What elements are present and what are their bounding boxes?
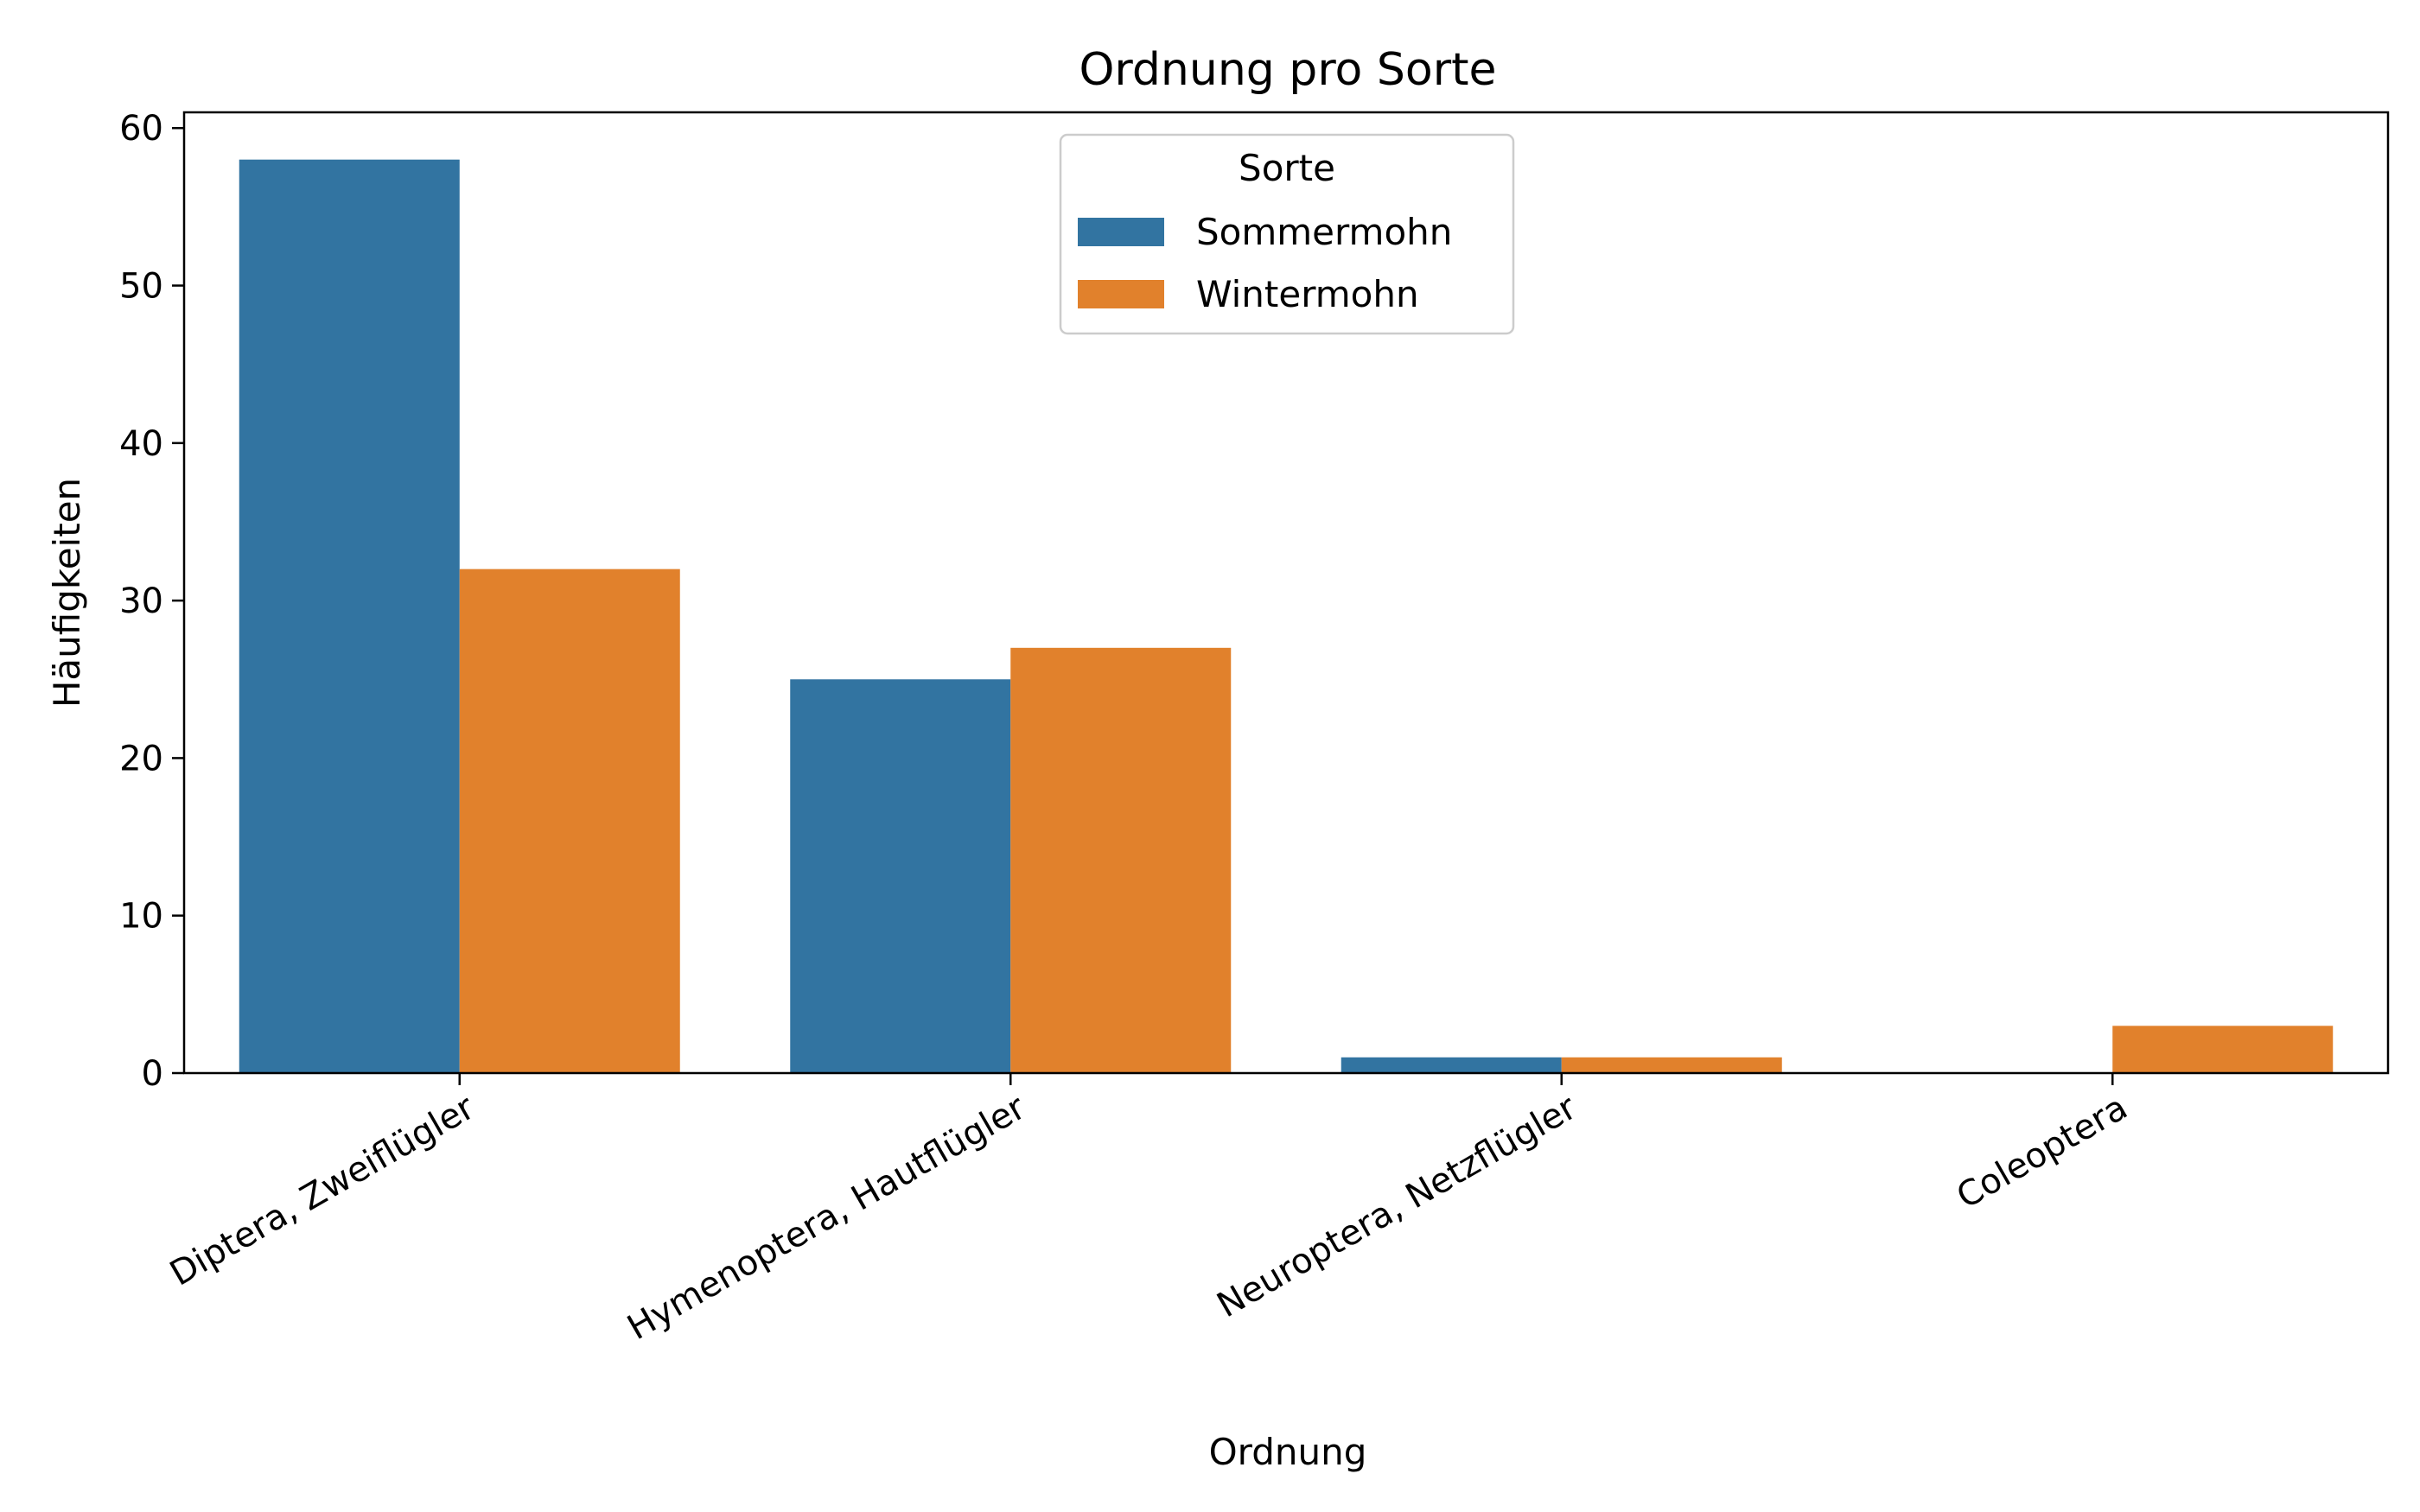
legend-title: Sorte <box>1239 147 1335 189</box>
legend-swatch-wintermohn <box>1078 280 1164 308</box>
x-tick-label: Coleoptera <box>1950 1088 2134 1217</box>
x-axis: Diptera, Zweiflügler Hymenoptera, Hautflü… <box>163 1073 2134 1348</box>
bar-sommermohn-2 <box>1341 1057 1562 1073</box>
bar-sommermohn-1 <box>790 679 1011 1073</box>
x-tick-label: Hymenoptera, Hautflügler <box>621 1088 1032 1349</box>
y-tick-label: 0 <box>142 1054 163 1094</box>
legend-entry-wintermohn: Wintermohn <box>1196 273 1419 315</box>
bar-sommermohn-0 <box>239 159 460 1074</box>
x-axis-label: Ordnung <box>1209 1431 1367 1473</box>
y-axis: 0 10 20 30 40 50 60 <box>119 109 184 1094</box>
x-tick-label: Diptera, Zweiflügler <box>163 1088 481 1294</box>
legend: Sorte Sommermohn Wintermohn <box>1059 133 1515 335</box>
y-tick-label: 60 <box>119 109 163 149</box>
bar-wintermohn-0 <box>459 569 680 1073</box>
y-axis-label: Häufigkeiten <box>46 478 88 708</box>
bar-wintermohn-3 <box>2112 1026 2334 1073</box>
legend-entry-sommermohn: Sommermohn <box>1196 211 1452 253</box>
bar-wintermohn-2 <box>1561 1057 1782 1073</box>
legend-swatch-sommermohn <box>1078 218 1164 246</box>
y-tick-label: 20 <box>119 739 163 778</box>
y-tick-label: 50 <box>119 267 163 307</box>
chart-title: Ordnung pro Sorte <box>1079 44 1497 96</box>
y-tick-label: 10 <box>119 897 163 937</box>
bars-group <box>239 159 2334 1074</box>
y-tick-label: 40 <box>119 424 163 464</box>
plot-frame <box>182 111 2390 1075</box>
bar-wintermohn-1 <box>1010 647 1232 1073</box>
y-tick-label: 30 <box>119 581 163 621</box>
legend-box <box>1059 133 1515 335</box>
x-tick-label: Neuroptera, Netzflügler <box>1211 1088 1584 1326</box>
